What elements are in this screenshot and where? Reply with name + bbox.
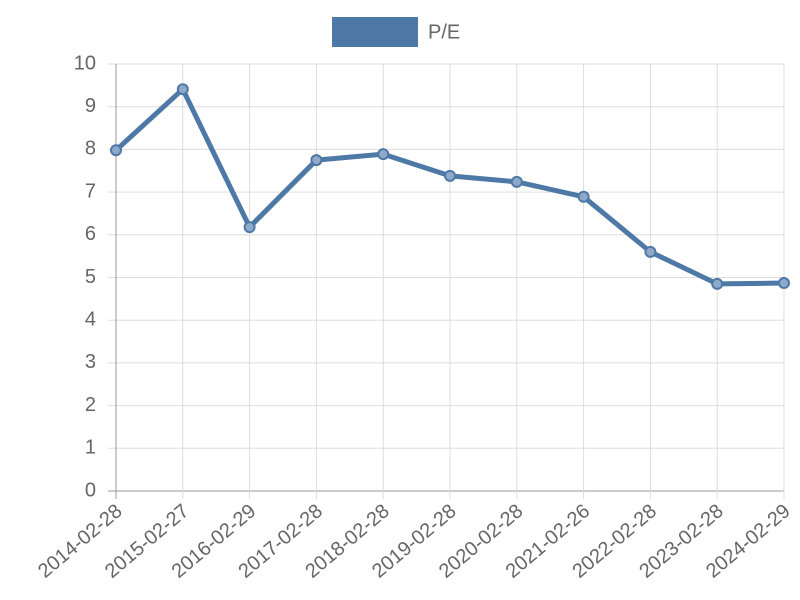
- point: [510, 175, 523, 188]
- point: [110, 144, 122, 157]
- point: [778, 277, 790, 290]
- y-tick-label: 3: [85, 351, 96, 373]
- point: [644, 245, 657, 258]
- y-tick-label: 4: [85, 308, 96, 330]
- point: [444, 169, 456, 182]
- point: [377, 148, 390, 161]
- y-tick-label: 10: [74, 52, 96, 74]
- y-tick-label: 9: [85, 95, 96, 117]
- legend-label: P/E: [428, 21, 460, 43]
- point: [176, 83, 189, 96]
- y-tick-label: 5: [85, 266, 96, 288]
- y-tick-label: 7: [85, 180, 96, 202]
- point: [310, 154, 323, 167]
- y-tick-label: 6: [85, 223, 96, 245]
- point: [711, 277, 724, 290]
- point: [577, 190, 590, 203]
- y-tick-label: 0: [85, 479, 96, 501]
- point: [243, 221, 256, 234]
- legend-swatch: [332, 17, 418, 47]
- y-tick-label: 2: [85, 394, 96, 416]
- y-tick-label: 1: [85, 437, 96, 459]
- y-tick-label: 8: [85, 138, 96, 160]
